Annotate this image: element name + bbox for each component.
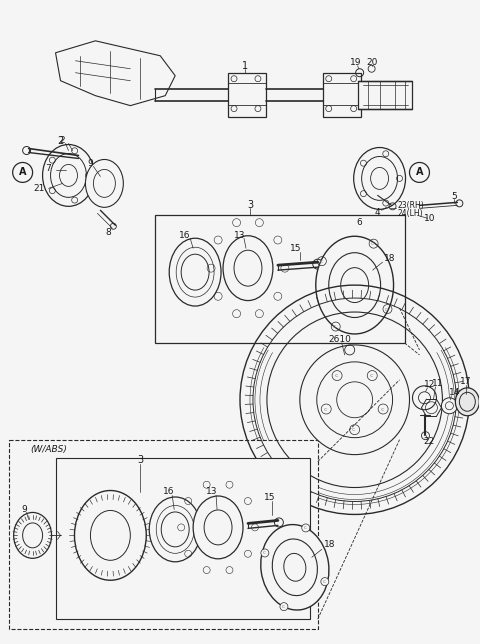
Circle shape xyxy=(321,404,331,414)
Text: 13: 13 xyxy=(234,231,246,240)
Text: 11: 11 xyxy=(432,379,443,388)
Circle shape xyxy=(280,603,288,611)
Text: 14: 14 xyxy=(449,388,460,397)
FancyBboxPatch shape xyxy=(9,440,318,629)
Circle shape xyxy=(378,404,388,414)
Circle shape xyxy=(302,524,310,532)
Circle shape xyxy=(350,424,360,435)
Ellipse shape xyxy=(85,160,123,207)
Text: c: c xyxy=(333,324,336,329)
Ellipse shape xyxy=(354,147,406,209)
Circle shape xyxy=(261,549,269,557)
Circle shape xyxy=(332,370,342,381)
Text: 1: 1 xyxy=(242,61,248,71)
Text: 24(LH): 24(LH) xyxy=(397,209,423,218)
Text: 22: 22 xyxy=(424,437,435,446)
Text: 17: 17 xyxy=(459,377,471,386)
Text: 16: 16 xyxy=(180,231,191,240)
Text: c: c xyxy=(323,579,325,584)
Text: 23(RH): 23(RH) xyxy=(397,201,424,210)
Ellipse shape xyxy=(223,236,273,301)
Circle shape xyxy=(300,345,409,455)
Text: c: c xyxy=(303,526,306,531)
Text: c: c xyxy=(385,307,388,312)
Text: 19: 19 xyxy=(350,58,361,67)
Ellipse shape xyxy=(13,513,51,558)
Bar xyxy=(155,215,405,343)
Circle shape xyxy=(442,398,457,413)
Bar xyxy=(228,73,266,117)
Text: 6: 6 xyxy=(357,218,362,227)
Circle shape xyxy=(321,578,329,585)
Ellipse shape xyxy=(261,525,329,610)
Ellipse shape xyxy=(74,491,146,580)
Text: 3: 3 xyxy=(137,455,144,464)
Bar xyxy=(56,458,310,619)
Text: c: c xyxy=(371,241,374,246)
Bar xyxy=(358,80,412,109)
Text: (W/ABS): (W/ABS) xyxy=(31,445,68,454)
Circle shape xyxy=(367,370,377,381)
Text: 10: 10 xyxy=(424,214,435,223)
Text: c: c xyxy=(319,259,323,263)
Bar xyxy=(323,73,360,117)
Text: c: c xyxy=(324,406,327,412)
Text: 4: 4 xyxy=(375,208,381,217)
Text: 3: 3 xyxy=(247,200,253,211)
Text: 18: 18 xyxy=(324,540,336,549)
Text: c: c xyxy=(263,551,265,556)
Text: A: A xyxy=(19,167,26,178)
Text: 5: 5 xyxy=(452,192,457,201)
Ellipse shape xyxy=(43,144,95,206)
Text: 12: 12 xyxy=(424,381,435,390)
Text: c: c xyxy=(335,373,338,378)
Polygon shape xyxy=(56,41,175,106)
Text: 21: 21 xyxy=(33,184,44,193)
Text: c: c xyxy=(281,604,285,609)
Ellipse shape xyxy=(316,236,394,334)
Text: c: c xyxy=(370,373,373,378)
Text: 8: 8 xyxy=(106,228,111,237)
Circle shape xyxy=(412,386,436,410)
Text: A: A xyxy=(416,167,423,178)
Text: 2610: 2610 xyxy=(328,336,351,345)
Text: 2: 2 xyxy=(58,135,64,146)
Text: 18: 18 xyxy=(384,254,396,263)
Text: 15: 15 xyxy=(290,243,301,252)
Ellipse shape xyxy=(149,497,201,562)
Text: 2: 2 xyxy=(60,136,65,145)
Text: 13: 13 xyxy=(206,487,218,496)
Ellipse shape xyxy=(193,496,243,559)
Text: c: c xyxy=(380,406,384,412)
Text: 7: 7 xyxy=(46,164,51,173)
Text: 20: 20 xyxy=(366,58,377,67)
Text: 16: 16 xyxy=(162,487,174,496)
Text: c: c xyxy=(352,427,355,432)
Ellipse shape xyxy=(169,238,221,306)
Text: 15: 15 xyxy=(264,493,276,502)
Text: 9: 9 xyxy=(87,159,93,168)
Text: 9: 9 xyxy=(22,505,27,514)
Ellipse shape xyxy=(456,388,480,416)
